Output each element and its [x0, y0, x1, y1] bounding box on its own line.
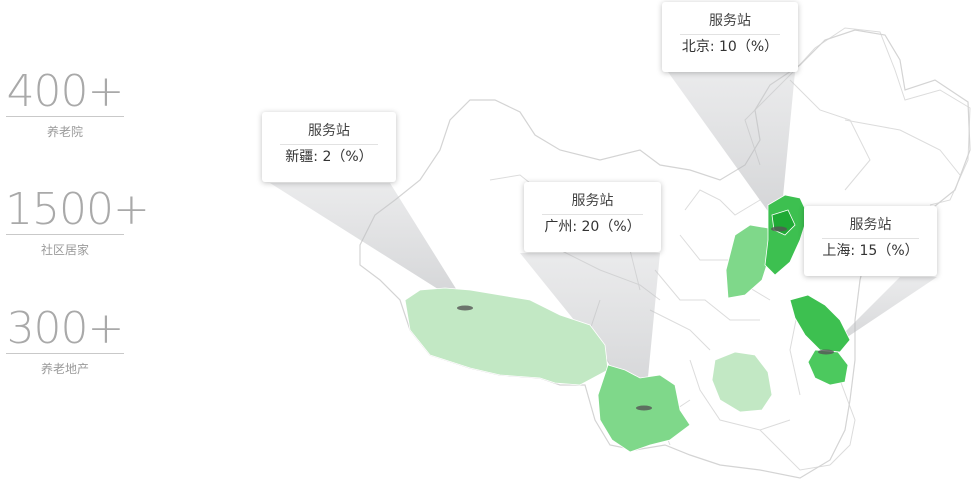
- tooltip-city: 广州: [544, 219, 573, 235]
- tooltip-title: 服务站: [709, 13, 751, 29]
- stat-label: 社区居家: [40, 243, 89, 257]
- tooltip-value: 新疆: 2（%）: [285, 149, 373, 165]
- stat-label: 养老地产: [40, 362, 89, 376]
- tooltip-value: 北京: 10（%）: [681, 39, 779, 55]
- stat-value: 400+: [6, 66, 125, 117]
- tooltip-city: 上海: [822, 243, 851, 259]
- region-hebei: [764, 194, 809, 276]
- marker-xinjiang: [457, 305, 473, 311]
- tooltip-city: 北京: [681, 39, 710, 55]
- region-jiangsu: [789, 294, 851, 353]
- tooltip-title: 服务站: [308, 123, 350, 139]
- tooltip-number: 20（%）: [581, 219, 641, 235]
- tooltip-beijing: 服务站 北京: 10（%）: [662, 2, 798, 72]
- tooltip-divider: [822, 238, 919, 239]
- region-tibet: [404, 287, 609, 386]
- stat-divider: [6, 353, 124, 354]
- tooltip-shanghai: 服务站 上海: 15（%）: [804, 206, 937, 276]
- tooltip-divider: [542, 214, 643, 215]
- stat-divider: [6, 116, 124, 117]
- tooltip-value: 广州: 20（%）: [544, 219, 641, 235]
- stat-senior-real-estate: 300+ 养老地产: [5, 305, 125, 376]
- tooltip-guangzhou: 服务站 广州: 20（%）: [524, 182, 661, 252]
- tooltip-number: 15（%）: [859, 243, 919, 259]
- region-zhejiang: [807, 349, 849, 386]
- markers: [457, 226, 834, 411]
- stat-nursing-homes: 400+ 养老院: [5, 68, 125, 139]
- marker-shanghai: [818, 349, 834, 355]
- stat-value: 300+: [6, 303, 125, 354]
- tooltip-title: 服务站: [571, 193, 614, 209]
- marker-guangzhou: [636, 405, 652, 411]
- tooltip-xinjiang: 服务站 新疆: 2（%）: [262, 112, 396, 182]
- region-hunan: [711, 351, 773, 413]
- marker-beijing: [771, 226, 787, 232]
- tooltip-number: 2（%）: [322, 149, 373, 165]
- tooltip-number: 10（%）: [719, 39, 779, 55]
- tooltip-divider: [680, 34, 780, 35]
- tooltip-title: 服务站: [849, 217, 892, 233]
- region-shanxi: [725, 224, 771, 299]
- tooltip-divider: [280, 144, 378, 145]
- stat-divider: [6, 234, 124, 235]
- country-outline: [359, 29, 971, 479]
- stats-panel: 400+ 养老院 1500+ 社区居家 300+ 养老地产: [0, 0, 150, 486]
- stat-label: 养老院: [46, 125, 83, 139]
- tooltip-city: 新疆: [285, 149, 314, 165]
- tooltip-value: 上海: 15（%）: [822, 243, 919, 259]
